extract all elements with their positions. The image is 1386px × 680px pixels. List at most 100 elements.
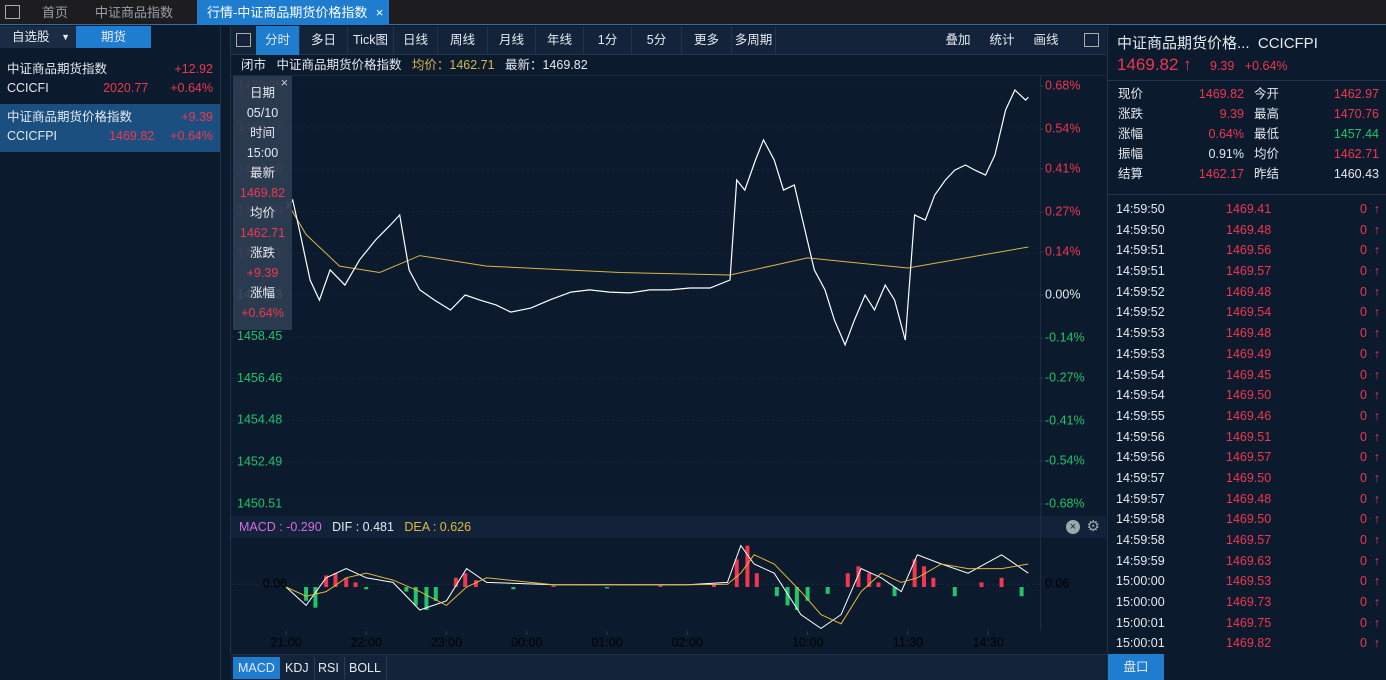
trade-row: 14:59:51 1469.57 0 ↑ xyxy=(1108,261,1386,282)
watchlist-tab[interactable]: 自选股 ▼ xyxy=(0,26,76,48)
trade-volume: 0 xyxy=(1360,553,1367,568)
x-tick-label: 01:00 xyxy=(591,635,622,649)
toolbar-button[interactable]: 更多 xyxy=(682,26,732,55)
macd-bar xyxy=(433,587,438,601)
trade-price: 1469.45 xyxy=(1226,367,1272,382)
macd-bar xyxy=(324,575,329,587)
orderbook-tab[interactable]: 盘口 xyxy=(1108,654,1164,680)
menu-icon[interactable] xyxy=(5,5,20,19)
stats-value: 1457.44 xyxy=(1333,127,1379,141)
y2-tick-label: -0.41% xyxy=(1045,413,1085,427)
macd-bar xyxy=(979,582,984,587)
tip-label: 涨幅 xyxy=(249,286,275,300)
macd-bar xyxy=(473,580,478,587)
y-tick-label: 1456.46 xyxy=(237,371,282,385)
trade-volume: 0 xyxy=(1360,491,1367,506)
dea-line xyxy=(285,554,1029,625)
trade-time: 14:59:51 xyxy=(1116,264,1165,279)
up-arrow: ↑ xyxy=(1373,284,1380,299)
y2-tick-label: -0.27% xyxy=(1045,370,1085,384)
up-arrow: ↑ xyxy=(1373,367,1380,382)
toolbar-button[interactable]: 5分 xyxy=(632,26,682,55)
macd-bar xyxy=(313,587,318,608)
item-change: +12.92 xyxy=(174,62,213,76)
y2-tick-label: 0.54% xyxy=(1045,121,1080,135)
toolbar-button[interactable]: 1分 xyxy=(584,26,632,55)
macd-bar xyxy=(867,573,872,587)
toolbar-button[interactable]: 年线 xyxy=(536,26,584,55)
up-arrow: ↑ xyxy=(1373,243,1380,258)
up-arrow: ↑ xyxy=(1373,326,1380,341)
change: 9.39 xyxy=(1210,59,1235,73)
tab[interactable]: 首页 xyxy=(42,5,69,20)
trade-price: 1469.56 xyxy=(1226,243,1272,258)
trade-row: 15:00:01 1469.82 0 ↑ xyxy=(1108,633,1386,654)
trade-volume: 0 xyxy=(1360,388,1367,403)
toolbar-button[interactable]: 日线 xyxy=(394,26,438,55)
panel-icon[interactable] xyxy=(1084,33,1099,47)
up-arrow: ↑ xyxy=(1373,264,1380,279)
futures-tab[interactable]: 期货 xyxy=(76,26,151,48)
toolbar-button[interactable]: 多周期 xyxy=(732,26,776,55)
macd-bar xyxy=(712,584,716,587)
macd-header: MACD : -0.290 DIF : 0.481 DEA : 0.626 × … xyxy=(231,516,1106,538)
toolbar-button[interactable]: 分时 xyxy=(256,26,300,55)
macd-bar xyxy=(754,573,759,587)
list-item-selected[interactable]: 中证商品期货价格指数 +9.39 CCICFPI 1469.82 +0.64% xyxy=(0,104,220,152)
macd-bar xyxy=(952,587,957,597)
stats-label: 振幅 xyxy=(1118,147,1144,161)
tab[interactable]: 中证商品指数 xyxy=(95,5,174,20)
y2-tick-label: 0.41% xyxy=(1045,161,1080,175)
trade-row: 14:59:56 1469.57 0 ↑ xyxy=(1108,447,1386,468)
trade-price: 1469.46 xyxy=(1226,408,1272,423)
macd-bar xyxy=(463,573,468,587)
y2-tick-label: -0.68% xyxy=(1045,496,1085,510)
macd-bar xyxy=(605,587,609,589)
indicator-tab[interactable]: BOLL xyxy=(344,657,387,679)
settings-icon[interactable]: ⚙ xyxy=(1086,518,1100,535)
trade-price: 1469.54 xyxy=(1226,305,1272,320)
toolbar-button[interactable]: 统计 xyxy=(989,33,1015,47)
trade-row: 14:59:57 1469.50 0 ↑ xyxy=(1108,468,1386,489)
active-tab[interactable]: 行情-中证商品期货价格指数 × xyxy=(197,0,390,25)
trade-time: 14:59:58 xyxy=(1116,512,1165,527)
y2-tick-label: -0.14% xyxy=(1045,330,1085,344)
y2-tick-label: 0.14% xyxy=(1045,244,1080,258)
indicator-tab[interactable]: MACD xyxy=(233,657,280,679)
up-arrow: ↑ xyxy=(1373,533,1380,547)
toolbar-button[interactable]: 叠加 xyxy=(945,33,971,47)
layout-icon[interactable] xyxy=(236,33,251,47)
stats-value: 1462.97 xyxy=(1333,87,1379,101)
toolbar-button[interactable]: 画线 xyxy=(1033,33,1059,47)
stats-label: 现价 xyxy=(1118,87,1144,101)
stats-label: 涨跌 xyxy=(1118,107,1144,121)
list-item[interactable]: 中证商品期货指数 +12.92 CCICFI 2020.77 +0.64% xyxy=(0,56,220,102)
trade-price: 1469.57 xyxy=(1226,450,1272,465)
tip-value: 05/10 xyxy=(246,106,279,120)
x-tick-label: 14:30 xyxy=(973,635,1004,649)
stats-value: 1462.71 xyxy=(1333,147,1379,161)
trade-row: 15:00:00 1469.73 0 ↑ xyxy=(1108,592,1386,613)
tip-value: 1462.71 xyxy=(239,226,286,240)
close-icon[interactable]: × xyxy=(375,5,384,20)
trade-volume: 0 xyxy=(1360,264,1367,279)
toolbar-button[interactable]: 月线 xyxy=(488,26,536,55)
tooltip: × 日期 05/10 时间 15:00 最新 1469.82 均价 1462.7… xyxy=(233,76,292,330)
indicator-tab[interactable]: RSI xyxy=(313,657,345,679)
tab-label: 行情-中证商品期货价格指数 xyxy=(207,5,368,20)
macd-bar xyxy=(511,587,516,590)
close-icon[interactable]: × xyxy=(1066,520,1080,534)
stats-value: 0.91% xyxy=(1208,147,1244,161)
y-tick-label: 0.06 xyxy=(263,577,287,591)
toolbar-button[interactable]: Tick图 xyxy=(348,26,394,55)
macd-bar xyxy=(805,587,810,601)
close-icon[interactable]: × xyxy=(280,76,288,90)
trade-time: 14:59:52 xyxy=(1116,305,1165,320)
trade-price: 1469.50 xyxy=(1226,512,1272,527)
macd-bar xyxy=(424,587,429,610)
toolbar-button[interactable]: 周线 xyxy=(438,26,488,55)
toolbar-button[interactable]: 多日 xyxy=(300,26,348,55)
indicator-tab[interactable]: KDJ xyxy=(280,657,315,679)
trade-price: 1469.53 xyxy=(1226,574,1272,589)
